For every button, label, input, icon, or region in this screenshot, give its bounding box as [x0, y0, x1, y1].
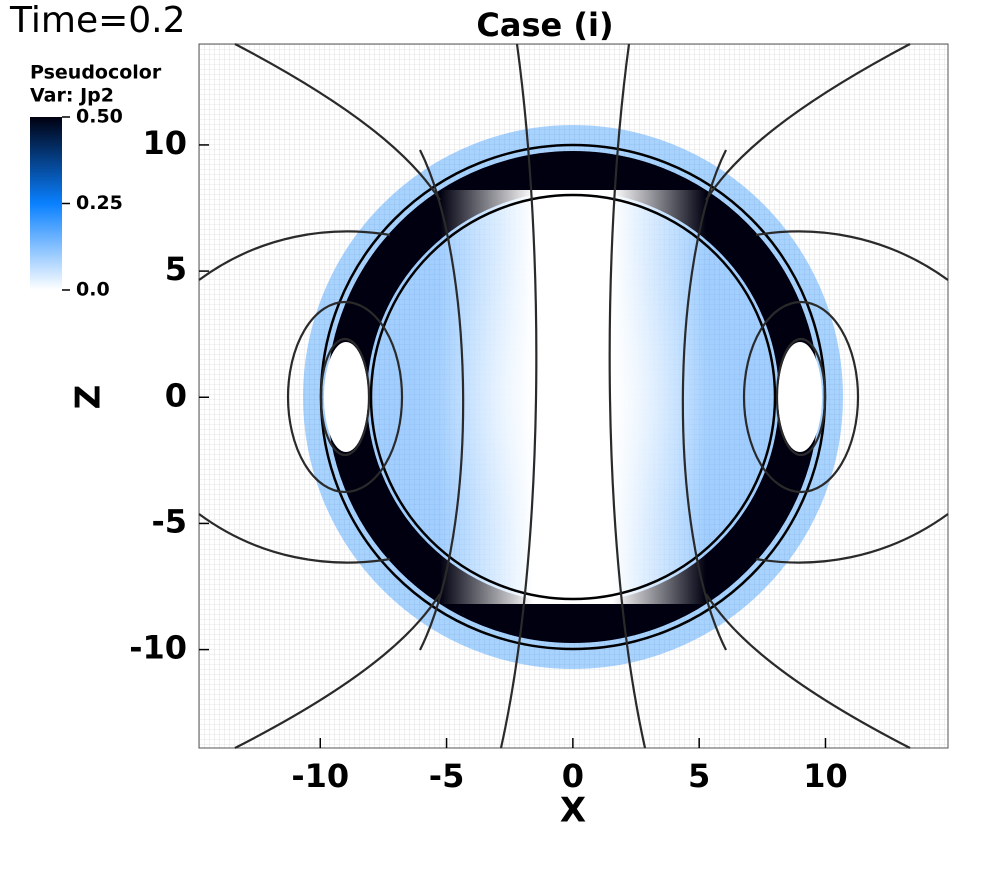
x-tick-label: 10 — [803, 757, 848, 795]
colorbar-tick-label: 0.50 — [76, 106, 123, 128]
legend-variable: Var: Jp2 — [30, 85, 114, 107]
x-axis-label: X — [560, 791, 586, 831]
chart-title: Case (i) — [476, 6, 613, 44]
y-axis-label: Z — [69, 385, 109, 410]
y-tick-label: -10 — [129, 629, 187, 667]
x-tick-label: 0 — [562, 757, 584, 795]
x-tick-label: 5 — [688, 757, 710, 795]
y-tick-label: -5 — [151, 502, 187, 540]
y-tick-label: 10 — [142, 124, 187, 162]
colorbar-tick-label: 0.0 — [76, 279, 110, 301]
colorbar — [30, 117, 62, 290]
legend-title: Pseudocolor — [30, 62, 162, 84]
x-tick-label: -5 — [429, 757, 465, 795]
field-lines — [198, 43, 949, 749]
colorbar-tick-label: 0.25 — [76, 192, 123, 214]
center-band — [440, 190, 706, 604]
left-hole — [324, 342, 368, 452]
right-hole — [778, 342, 822, 452]
y-tick-label: 0 — [165, 376, 187, 414]
y-tick-label: 5 — [165, 250, 187, 288]
plot-area — [198, 43, 949, 749]
x-tick-label: -10 — [291, 757, 349, 795]
time-label: Time=0.2 — [9, 0, 186, 41]
